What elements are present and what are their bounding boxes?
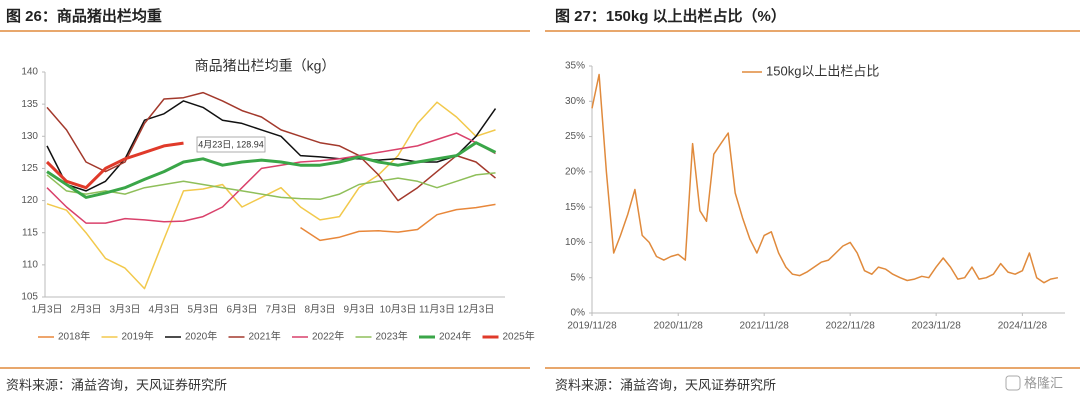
x-tick-label: 2月3日	[70, 304, 101, 316]
y-tick-label: 120	[21, 195, 38, 206]
legend-label: 150kg以上出栏占比	[766, 63, 879, 78]
legend-label: 2022年	[312, 330, 344, 343]
annotation: 4月23日, 128.94	[198, 139, 264, 149]
source-note: 资料来源：涌益咨询，天风证券研究所	[6, 377, 227, 392]
series-line	[46, 132, 496, 224]
y-tick-label: 105	[21, 292, 38, 303]
y-tick-label: 115	[22, 227, 38, 238]
series-line	[591, 73, 1059, 284]
series-line	[46, 141, 497, 199]
legend-label: 2018年	[58, 330, 90, 343]
y-tick-label: 15%	[565, 202, 585, 213]
y-tick-label: 25%	[565, 131, 585, 142]
x-tick-label: 2020/11/28	[654, 321, 704, 332]
y-tick-label: 35%	[565, 61, 585, 72]
x-tick-label: 2023/11/28	[911, 321, 961, 332]
x-tick-label: 12月3日	[458, 304, 495, 316]
x-tick-label: 7月3日	[265, 304, 296, 316]
x-tick-label: 2022/11/28	[826, 321, 876, 332]
legend-label: 2023年	[376, 330, 408, 343]
x-tick-label: 2019/11/28	[567, 321, 617, 332]
x-tick-label: 2024/11/28	[998, 321, 1048, 332]
x-tick-label: 2021/11/28	[740, 321, 790, 332]
annotation-box	[196, 136, 266, 153]
legend-label: 2021年	[249, 330, 281, 343]
legend-label: 2019年	[122, 330, 154, 343]
legend-label: 2025年	[503, 330, 535, 343]
y-tick-label: 30%	[565, 96, 585, 107]
y-tick-label: 20%	[565, 166, 585, 177]
y-tick-label: 135	[21, 99, 38, 110]
series-line	[45, 141, 184, 190]
x-tick-label: 5月3日	[187, 304, 218, 316]
series-line	[300, 203, 496, 242]
series-line	[46, 101, 496, 290]
y-tick-label: 10%	[565, 237, 585, 248]
x-tick-label: 8月3日	[304, 304, 335, 316]
series-line	[46, 100, 497, 192]
x-tick-label: 6月3日	[226, 304, 257, 316]
y-tick-label: 130	[21, 131, 38, 142]
legend-label: 2024年	[439, 330, 471, 343]
series-line	[46, 172, 496, 201]
y-tick-label: 110	[22, 259, 38, 270]
y-tick-label: 0%	[571, 308, 586, 319]
x-tick-label: 9月3日	[343, 304, 374, 316]
chart-title: 商品猪出栏均重（kg）	[195, 58, 336, 74]
y-tick-label: 5%	[571, 272, 586, 283]
watermark: 格隆汇	[1024, 375, 1063, 390]
x-tick-label: 4月3日	[148, 304, 179, 316]
x-tick-label: 10月3日	[380, 304, 417, 316]
figure-caption: 图 26：商品猪出栏均重	[6, 7, 162, 25]
x-tick-label: 11月3日	[419, 304, 455, 316]
figure-caption: 图 27：150kg 以上出栏占比（%）	[555, 7, 786, 25]
watermark-icon	[1005, 375, 1021, 391]
y-tick-label: 140	[21, 67, 38, 78]
x-tick-label: 3月3日	[109, 304, 140, 316]
x-tick-label: 1月3日	[31, 304, 62, 316]
series-line	[46, 91, 496, 202]
y-tick-label: 125	[21, 163, 38, 174]
legend-label: 2020年	[185, 330, 217, 343]
source-note: 资料来源：涌益咨询，天风证券研究所	[555, 377, 776, 392]
